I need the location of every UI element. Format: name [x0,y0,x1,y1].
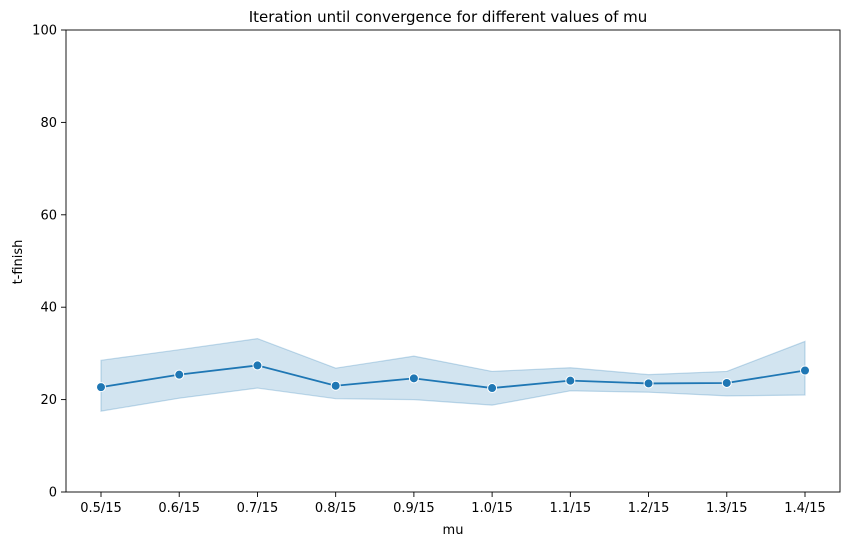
y-axis-label: t-finish [11,240,26,285]
y-axis-ticks: 0 20 40 60 80 100 [32,24,66,501]
y-tick-label: 20 [40,393,57,408]
y-tick-label: 60 [40,208,57,223]
confidence-band-layer [100,338,806,412]
y-tick-label: 80 [40,116,57,131]
data-point [800,365,810,376]
data-point [721,377,732,388]
x-tick-label: 1.2/15 [628,501,670,516]
data-point [96,382,106,393]
chart-title: Iteration until convergence for differen… [249,8,648,26]
x-tick-label: 0.7/15 [237,501,279,516]
data-point [487,383,498,394]
x-tick-label: 0.9/15 [393,501,435,516]
series-line [100,364,806,389]
x-tick-label: 1.1/15 [550,501,592,516]
x-tick-label: 1.4/15 [784,501,826,516]
x-axis-label: mu [443,523,464,538]
x-tick-label: 0.6/15 [158,501,200,516]
y-tick-label: 100 [32,24,57,39]
x-tick-label: 1.0/15 [471,501,513,516]
x-tick-label: 1.3/15 [706,501,748,516]
y-tick-label: 40 [40,301,57,316]
data-point-layer [96,360,810,394]
y-tick-label: 0 [49,486,57,501]
data-point [252,360,263,371]
plot-frame [65,29,841,493]
data-point [565,375,576,386]
x-axis-ticks: 0.5/15 0.6/15 0.7/15 0.8/15 0.9/15 1.0/15 1.1/… [80,492,826,516]
confidence-band [100,338,806,412]
x-tick-label: 0.8/15 [315,501,357,516]
data-point [174,369,185,380]
x-tick-label: 0.5/15 [80,501,122,516]
series-line-layer [100,364,806,389]
data-point [330,380,341,391]
data-point [408,373,419,384]
data-point [643,378,654,389]
